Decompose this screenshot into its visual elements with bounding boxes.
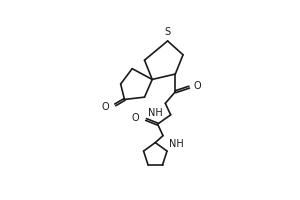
Text: NH: NH <box>169 139 184 149</box>
Text: NH: NH <box>148 108 163 118</box>
Text: S: S <box>164 27 171 37</box>
Text: O: O <box>131 113 139 123</box>
Text: O: O <box>101 102 109 112</box>
Text: O: O <box>193 81 201 91</box>
